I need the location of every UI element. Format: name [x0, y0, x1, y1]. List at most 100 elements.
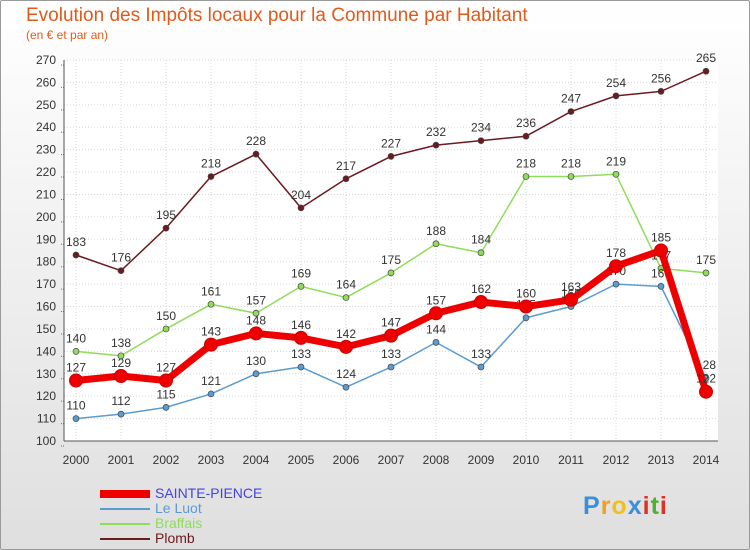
- data-label: 232: [426, 125, 446, 139]
- data-point: [387, 153, 395, 160]
- logo-letter: o: [611, 492, 628, 520]
- data-point: [657, 88, 665, 95]
- legend-swatch: [100, 523, 150, 525]
- data-point: [162, 224, 170, 232]
- data-point: [252, 370, 260, 378]
- chart-subtitle: (en € et par an): [26, 28, 109, 42]
- data-point: [477, 363, 485, 371]
- data-point: [522, 314, 530, 322]
- data-label: 217: [336, 159, 356, 173]
- data-label: 129: [111, 356, 131, 370]
- logo-letter: x: [627, 492, 643, 520]
- data-point: [162, 325, 170, 333]
- logo-letter: i: [642, 492, 651, 520]
- y-tick-label: 240: [36, 120, 56, 134]
- x-tick-label: 2013: [648, 453, 675, 467]
- data-label: 130: [246, 354, 266, 368]
- legend-item: Plomb: [100, 530, 320, 546]
- data-point: [432, 339, 440, 346]
- data-label: 122: [696, 372, 716, 386]
- logo-letter: P: [583, 492, 601, 520]
- data-label: 150: [156, 309, 176, 323]
- data-point: [384, 328, 398, 343]
- data-label: 164: [336, 278, 356, 292]
- data-label: 169: [291, 266, 311, 280]
- data-point: [342, 175, 350, 183]
- data-point: [477, 249, 485, 257]
- data-point: [702, 67, 710, 75]
- y-tick-label: 150: [36, 322, 56, 336]
- data-point: [387, 363, 395, 371]
- logo-letter: i: [659, 492, 668, 520]
- y-tick-label: 100: [36, 434, 56, 448]
- legend-label: Braffais: [155, 515, 203, 531]
- data-label: 143: [201, 325, 221, 339]
- data-point: [297, 363, 305, 371]
- y-tick-label: 120: [36, 389, 56, 403]
- data-point: [519, 299, 533, 314]
- x-tick-label: 2014: [693, 453, 720, 467]
- data-label: 184: [471, 233, 491, 247]
- data-point: [72, 251, 80, 259]
- data-point: [252, 150, 260, 158]
- y-tick-label: 230: [36, 143, 56, 157]
- data-point: [252, 309, 260, 317]
- x-tick-label: 2010: [513, 453, 540, 467]
- data-point: [249, 326, 263, 341]
- data-point: [204, 337, 218, 352]
- legend-label: SAINTE-PIENCE: [155, 485, 263, 501]
- data-label: 256: [651, 71, 671, 85]
- data-point: [612, 92, 620, 100]
- data-label: 157: [246, 293, 266, 307]
- data-label: 124: [336, 367, 356, 381]
- data-point: [162, 404, 170, 411]
- data-label: 133: [381, 347, 401, 361]
- data-label: 218: [201, 157, 221, 171]
- data-label: 127: [66, 360, 86, 374]
- data-point: [432, 240, 440, 248]
- y-tick-label: 130: [36, 367, 56, 381]
- data-label: 146: [291, 318, 311, 332]
- data-label: 228: [246, 134, 266, 148]
- data-label: 204: [291, 188, 311, 202]
- data-point: [432, 141, 440, 149]
- x-tick-label: 2002: [153, 453, 180, 467]
- data-point: [522, 132, 530, 140]
- data-label: 188: [426, 224, 446, 238]
- data-point: [297, 283, 305, 290]
- data-point: [702, 269, 710, 277]
- data-point: [117, 267, 125, 275]
- y-tick-label: 160: [36, 300, 56, 314]
- data-point: [117, 352, 125, 360]
- data-point: [117, 410, 125, 418]
- data-label: 147: [381, 316, 401, 330]
- data-point: [159, 373, 173, 388]
- data-point: [699, 384, 713, 399]
- data-point: [522, 173, 530, 180]
- data-label: 121: [201, 374, 221, 388]
- data-label: 133: [291, 347, 311, 361]
- data-point: [69, 373, 83, 388]
- data-label: 236: [516, 116, 536, 130]
- y-tick-label: 200: [36, 210, 56, 224]
- data-label: 185: [651, 231, 671, 245]
- data-label: 163: [561, 280, 581, 294]
- x-tick-label: 2000: [63, 453, 90, 467]
- legend: SAINTE-PIENCE Le Luot Braffais Plomb: [100, 485, 320, 546]
- data-point: [207, 390, 215, 398]
- data-point: [429, 306, 443, 321]
- data-label: 115: [156, 387, 175, 401]
- legend-swatch: [100, 508, 150, 510]
- data-label: 247: [561, 92, 581, 106]
- y-tick-label: 260: [36, 75, 56, 89]
- data-point: [72, 348, 80, 355]
- y-tick-label: 270: [36, 53, 56, 67]
- legend-label: Plomb: [155, 530, 195, 546]
- data-label: 175: [696, 253, 716, 267]
- data-point: [387, 269, 395, 277]
- data-label: 227: [381, 136, 401, 150]
- data-label: 157: [426, 293, 446, 307]
- legend-swatch: [100, 538, 150, 540]
- data-point: [294, 330, 308, 345]
- data-label: 218: [561, 157, 581, 171]
